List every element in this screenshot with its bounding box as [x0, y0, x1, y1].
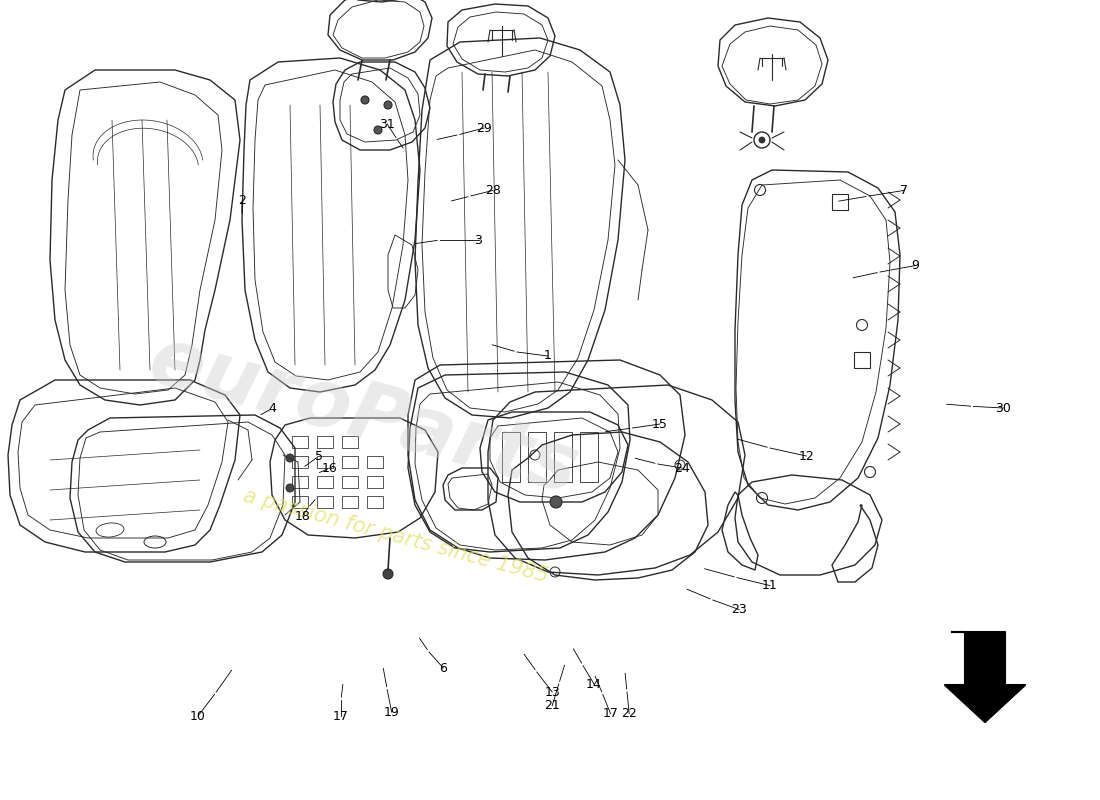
Text: 13: 13 [544, 686, 560, 698]
Bar [342, 496, 358, 508]
Text: 3: 3 [474, 234, 483, 246]
Bar [342, 476, 358, 488]
Bar [292, 456, 308, 468]
Bar [317, 436, 333, 448]
Text: 2: 2 [238, 194, 246, 206]
Text: 14: 14 [586, 678, 602, 690]
Text: 19: 19 [384, 706, 399, 718]
Text: 12: 12 [799, 450, 814, 462]
Text: 30: 30 [996, 402, 1011, 414]
Text: 23: 23 [732, 603, 747, 616]
Text: 29: 29 [476, 122, 492, 134]
Text: euroParts: euroParts [140, 322, 586, 510]
Bar [502, 432, 520, 482]
Bar [528, 432, 546, 482]
Bar [854, 352, 870, 368]
Bar [342, 456, 358, 468]
Circle shape [383, 569, 393, 579]
Text: 21: 21 [544, 699, 560, 712]
Text: 17: 17 [603, 707, 618, 720]
Text: 28: 28 [485, 184, 501, 197]
Bar [342, 436, 358, 448]
Text: 5: 5 [315, 450, 323, 462]
Circle shape [759, 137, 764, 143]
Text: 4: 4 [268, 402, 277, 414]
Bar [367, 476, 383, 488]
Text: 7: 7 [900, 184, 909, 197]
Circle shape [550, 496, 562, 508]
Circle shape [384, 101, 392, 109]
Bar [292, 436, 308, 448]
Bar [317, 496, 333, 508]
Bar [367, 456, 383, 468]
Text: 24: 24 [674, 462, 690, 474]
Text: 31: 31 [379, 118, 395, 130]
Bar [317, 456, 333, 468]
Bar [554, 432, 572, 482]
Bar [367, 496, 383, 508]
Bar [317, 476, 333, 488]
Text: 1: 1 [543, 350, 552, 362]
Bar [832, 194, 848, 210]
Text: 6: 6 [439, 662, 448, 674]
Polygon shape [945, 632, 1025, 722]
Circle shape [286, 454, 294, 462]
Text: 15: 15 [652, 418, 668, 430]
Text: 11: 11 [762, 579, 778, 592]
Text: 9: 9 [911, 259, 920, 272]
Bar [292, 476, 308, 488]
Circle shape [361, 96, 368, 104]
Circle shape [286, 484, 294, 492]
Bar [292, 496, 308, 508]
Text: 22: 22 [621, 707, 637, 720]
Text: 10: 10 [190, 710, 206, 722]
Bar [580, 432, 598, 482]
Text: 17: 17 [333, 710, 349, 722]
Text: 16: 16 [322, 462, 338, 474]
Circle shape [374, 126, 382, 134]
Text: 18: 18 [295, 510, 310, 522]
Text: a passion for parts since 1985: a passion for parts since 1985 [241, 486, 551, 586]
